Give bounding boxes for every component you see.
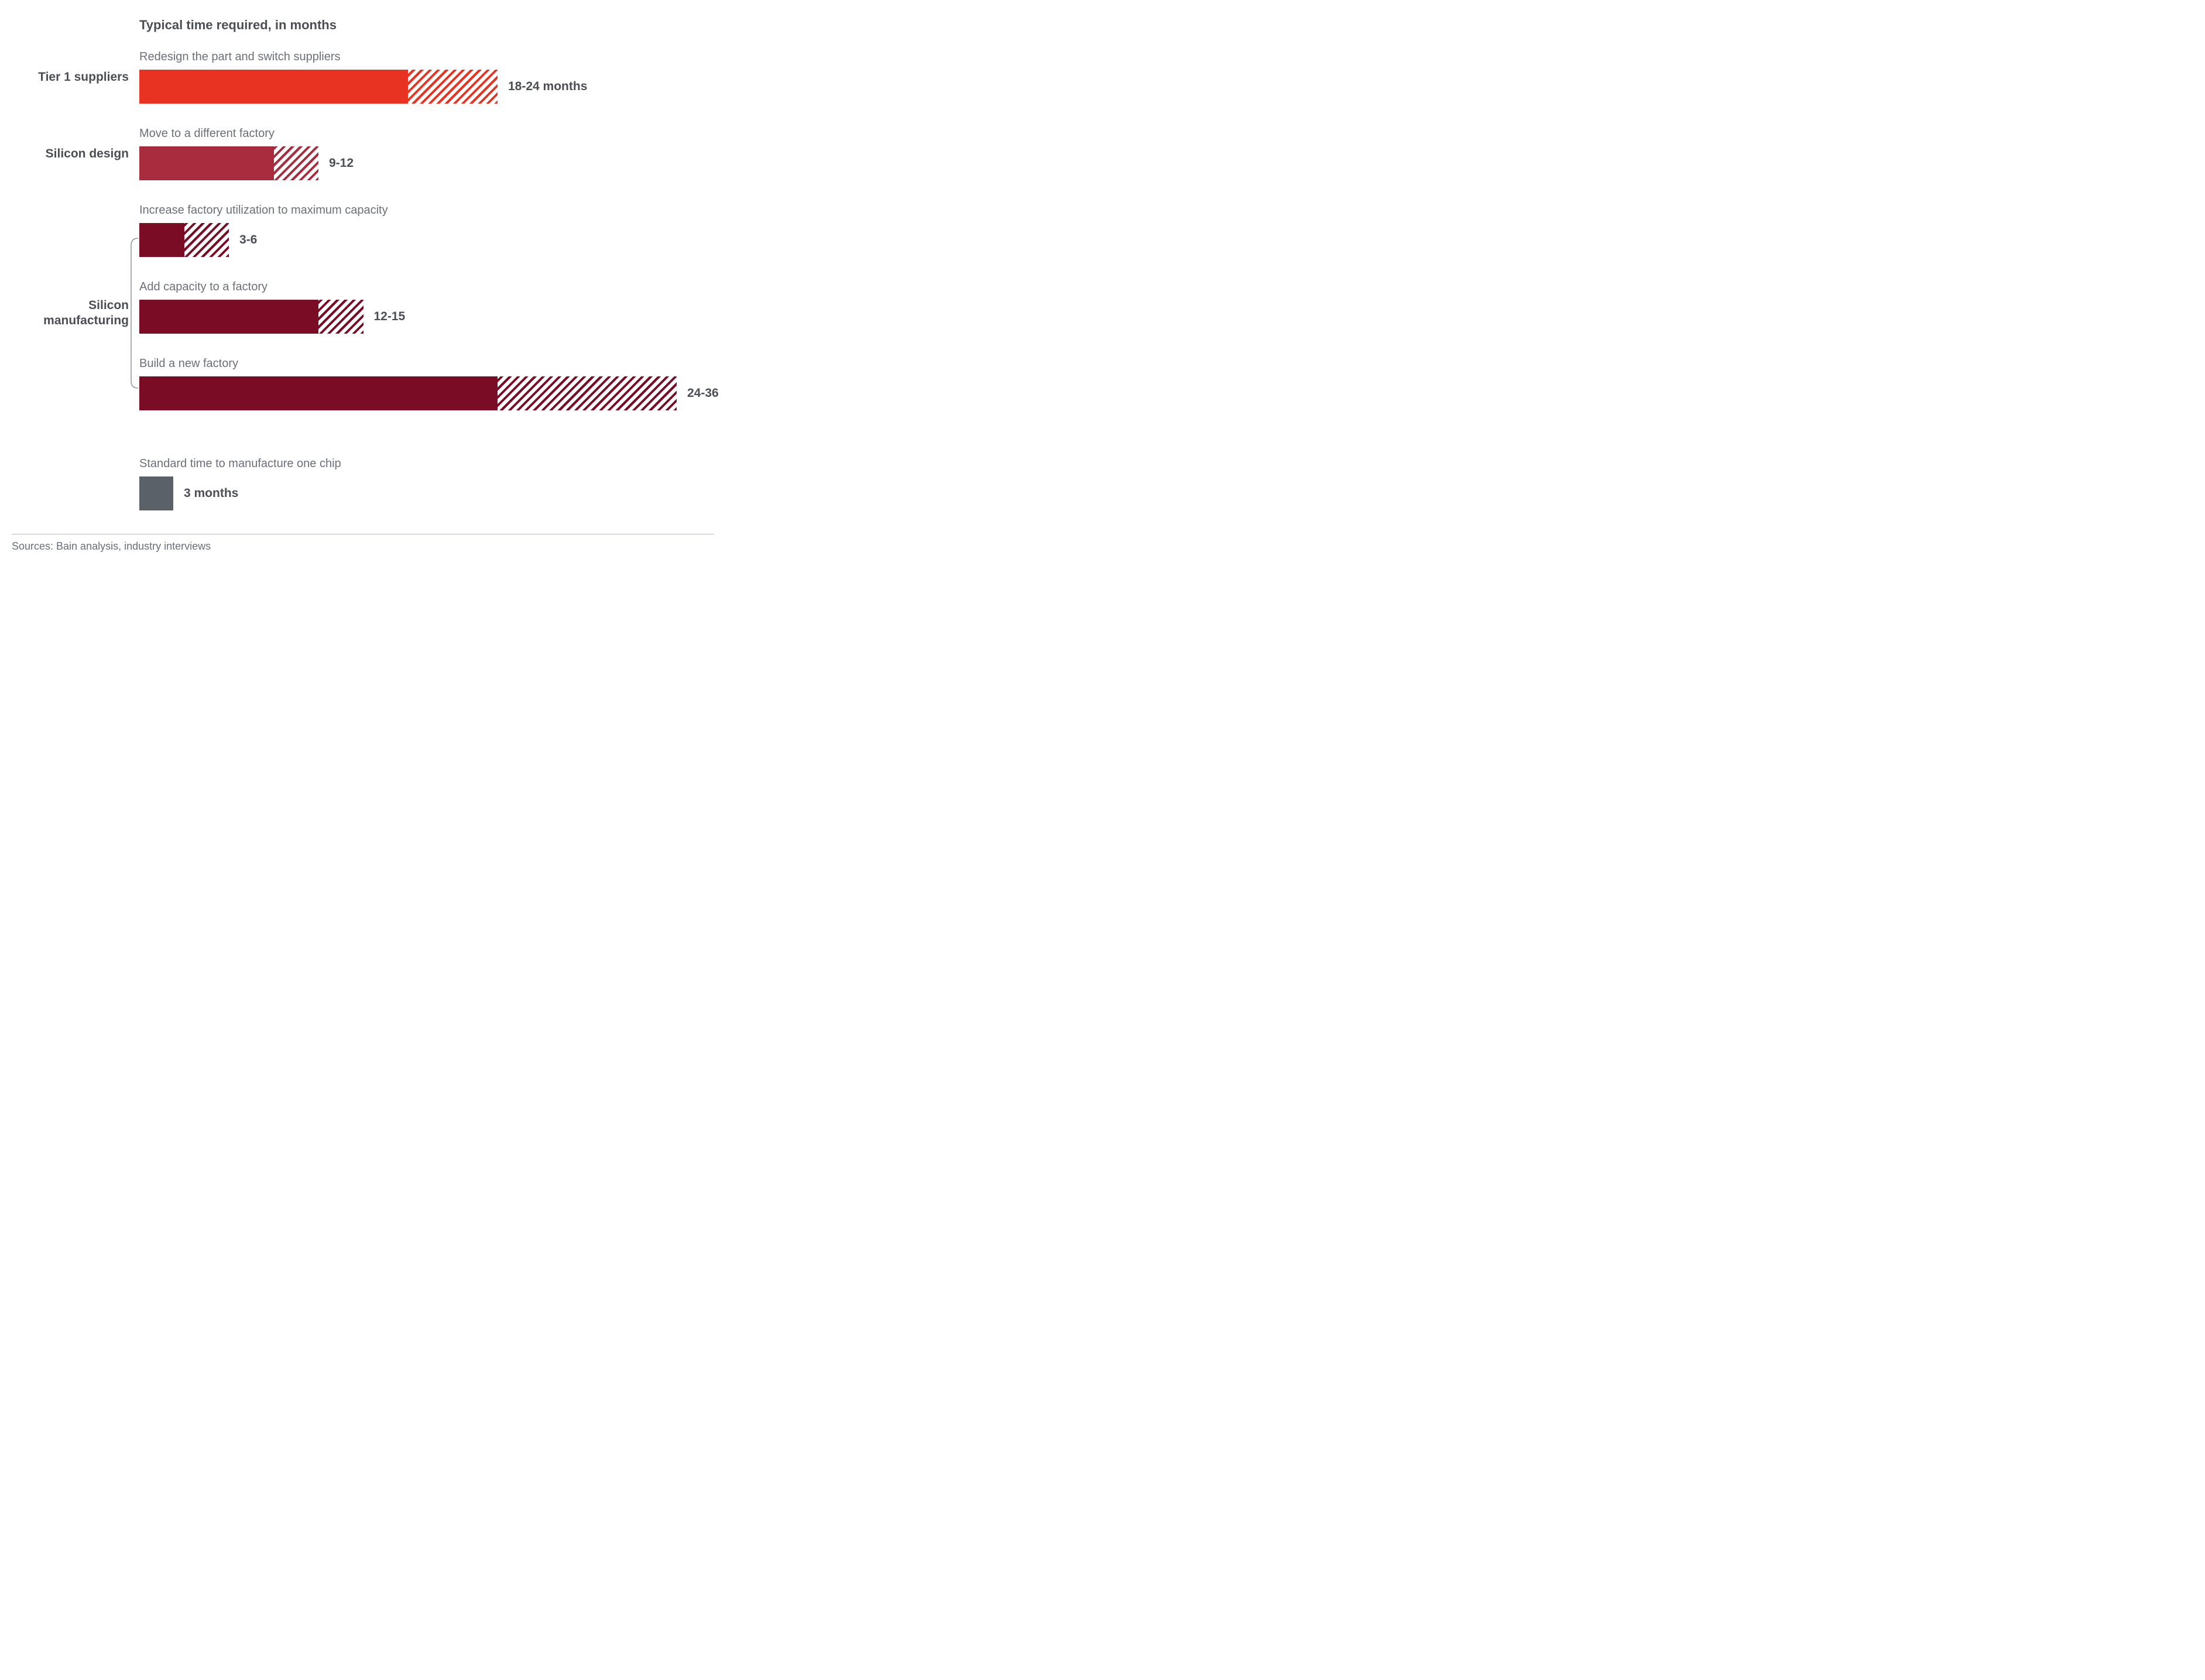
bar-value-label: 18-24 months (508, 80, 587, 94)
bracket-icon (128, 204, 139, 405)
bar-solid (139, 146, 274, 180)
bar-hatch (318, 300, 364, 334)
bar-line: 24-36 (139, 376, 719, 410)
bar-description: Increase factory utilization to maximum … (139, 204, 719, 217)
bar-hatch (274, 146, 319, 180)
chart-title: Typical time required, in months (139, 18, 714, 33)
bar-wrap (139, 223, 229, 257)
bar-description: Add capacity to a factory (139, 280, 719, 294)
bar-line: 18-24 months (139, 70, 714, 104)
bar-block: Build a new factory 24-36 (139, 357, 719, 410)
bar-value-label: 9-12 (329, 156, 354, 170)
bar-solid (139, 70, 408, 104)
bar-hatch (498, 376, 677, 410)
reference-value: 3 months (184, 486, 238, 500)
bar-hatch (408, 70, 498, 104)
bar-description: Move to a different factory (139, 127, 714, 140)
category-group: Tier 1 suppliersRedesign the part and sw… (12, 50, 714, 104)
category-group: Silicon manufacturingIncrease factory ut… (12, 204, 714, 434)
bar-description: Redesign the part and switch suppliers (139, 50, 714, 64)
chart-rows: Tier 1 suppliersRedesign the part and sw… (12, 50, 714, 434)
bar-line: 12-15 (139, 300, 719, 334)
bar-block: Redesign the part and switch suppliers 18… (139, 50, 714, 104)
bar-wrap (139, 376, 677, 410)
bar-line: 3-6 (139, 223, 719, 257)
bar-hatch (184, 223, 229, 257)
bar-solid (139, 223, 184, 257)
category-group: Silicon designMove to a different factor… (12, 127, 714, 180)
bar-line: 9-12 (139, 146, 714, 180)
category-label: Silicon design (12, 127, 139, 162)
bar-wrap (139, 300, 364, 334)
bar-solid (139, 300, 318, 334)
reference-desc: Standard time to manufacture one chip (139, 457, 714, 471)
bars-column: Increase factory utilization to maximum … (139, 204, 719, 434)
bar-value-label: 24-36 (687, 386, 719, 400)
bar-wrap (139, 146, 318, 180)
reference-square (139, 476, 173, 510)
bar-block: Increase factory utilization to maximum … (139, 204, 719, 257)
bar-value-label: 3-6 (239, 233, 257, 247)
category-label: Silicon manufacturing (12, 204, 139, 329)
bar-block: Move to a different factory 9-12 (139, 127, 714, 180)
chart-source: Sources: Bain analysis, industry intervi… (12, 534, 714, 553)
category-label: Tier 1 suppliers (12, 50, 139, 85)
bar-value-label: 12-15 (374, 310, 406, 324)
bars-column: Redesign the part and switch suppliers 18… (139, 50, 714, 104)
chart-container: Typical time required, in months Tier 1 … (12, 18, 714, 553)
bar-description: Build a new factory (139, 357, 719, 371)
bar-block: Add capacity to a factory 12-15 (139, 280, 719, 334)
bar-wrap (139, 70, 498, 104)
bar-solid (139, 376, 498, 410)
bars-column: Move to a different factory 9-12 (139, 127, 714, 180)
reference-block: Standard time to manufacture one chip 3 … (139, 457, 714, 510)
